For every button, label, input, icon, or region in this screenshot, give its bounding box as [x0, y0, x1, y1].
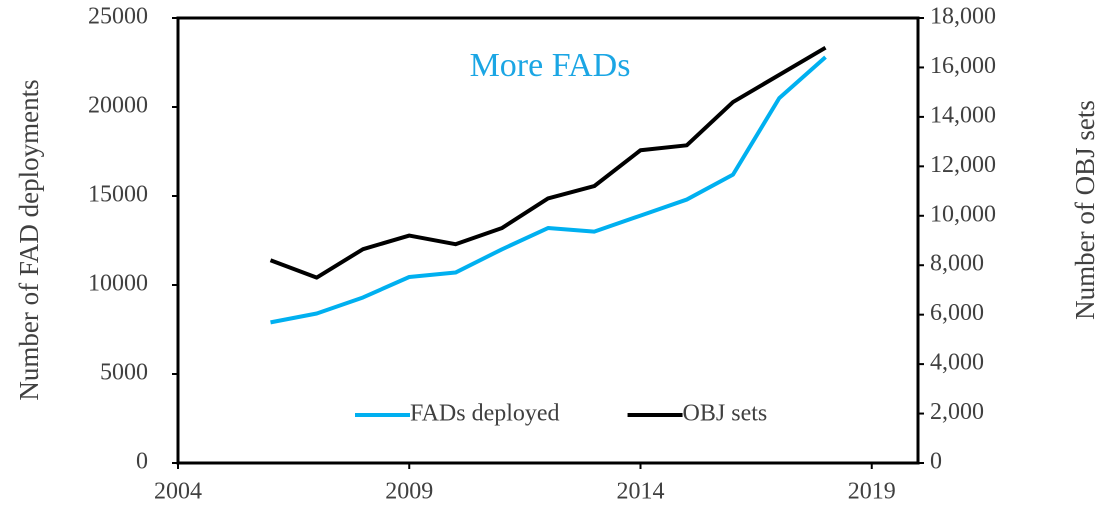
y2-tick-label: 10,000	[930, 201, 996, 227]
annotation: More FADs	[470, 47, 631, 84]
x-tick-label: 2004	[154, 479, 202, 505]
y2-tick-label: 12,000	[930, 152, 996, 178]
y-axis-label: Number of FAD deployments	[14, 79, 44, 400]
y2-tick-label: 6,000	[930, 300, 984, 326]
y2-axis-label: Number of OBJ sets	[1070, 100, 1100, 320]
y2-tick-label: 8,000	[930, 251, 984, 277]
x-tick-label: 2009	[385, 479, 433, 505]
y-tick-label: 25000	[88, 4, 148, 30]
y2-tick-label: 16,000	[930, 53, 996, 79]
y2-tick-label: 14,000	[930, 102, 996, 128]
y-tick-label: 10000	[88, 271, 148, 297]
series-line	[269, 45, 827, 280]
legend-label: FADs deployed	[410, 401, 560, 427]
x-tick-label: 2014	[617, 479, 665, 505]
x-tick-label: 2019	[848, 479, 896, 505]
y-tick-label: 15000	[88, 182, 148, 208]
legend-label: OBJ sets	[683, 401, 768, 427]
y2-tick-label: 18,000	[930, 4, 996, 30]
y2-tick-label: 2,000	[930, 399, 984, 425]
series-line	[270, 55, 827, 325]
y-tick-label: 20000	[88, 93, 148, 119]
y2-tick-label: 0	[930, 449, 942, 475]
plot-frame	[176, 16, 920, 465]
y-tick-label: 0	[136, 449, 148, 475]
y-tick-label: 5000	[100, 360, 148, 386]
y2-tick-label: 4,000	[930, 350, 984, 376]
